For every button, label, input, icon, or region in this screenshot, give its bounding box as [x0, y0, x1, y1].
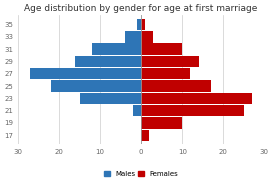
Bar: [141, 130, 149, 141]
Bar: [137, 19, 141, 30]
Legend: Males, Females: Males, Females: [104, 171, 178, 177]
Bar: [141, 43, 182, 55]
Bar: [30, 68, 141, 79]
Bar: [80, 93, 141, 104]
Bar: [141, 19, 145, 30]
Bar: [92, 43, 141, 55]
Bar: [141, 93, 252, 104]
Bar: [76, 56, 141, 67]
Bar: [133, 105, 141, 116]
Title: Age distribution by gender for age at first marriage: Age distribution by gender for age at fi…: [25, 4, 258, 13]
Bar: [141, 117, 182, 129]
Bar: [141, 105, 244, 116]
Bar: [125, 31, 141, 43]
Bar: [141, 80, 211, 92]
Bar: [141, 31, 153, 43]
Bar: [51, 80, 141, 92]
Bar: [141, 68, 191, 79]
Bar: [141, 56, 199, 67]
